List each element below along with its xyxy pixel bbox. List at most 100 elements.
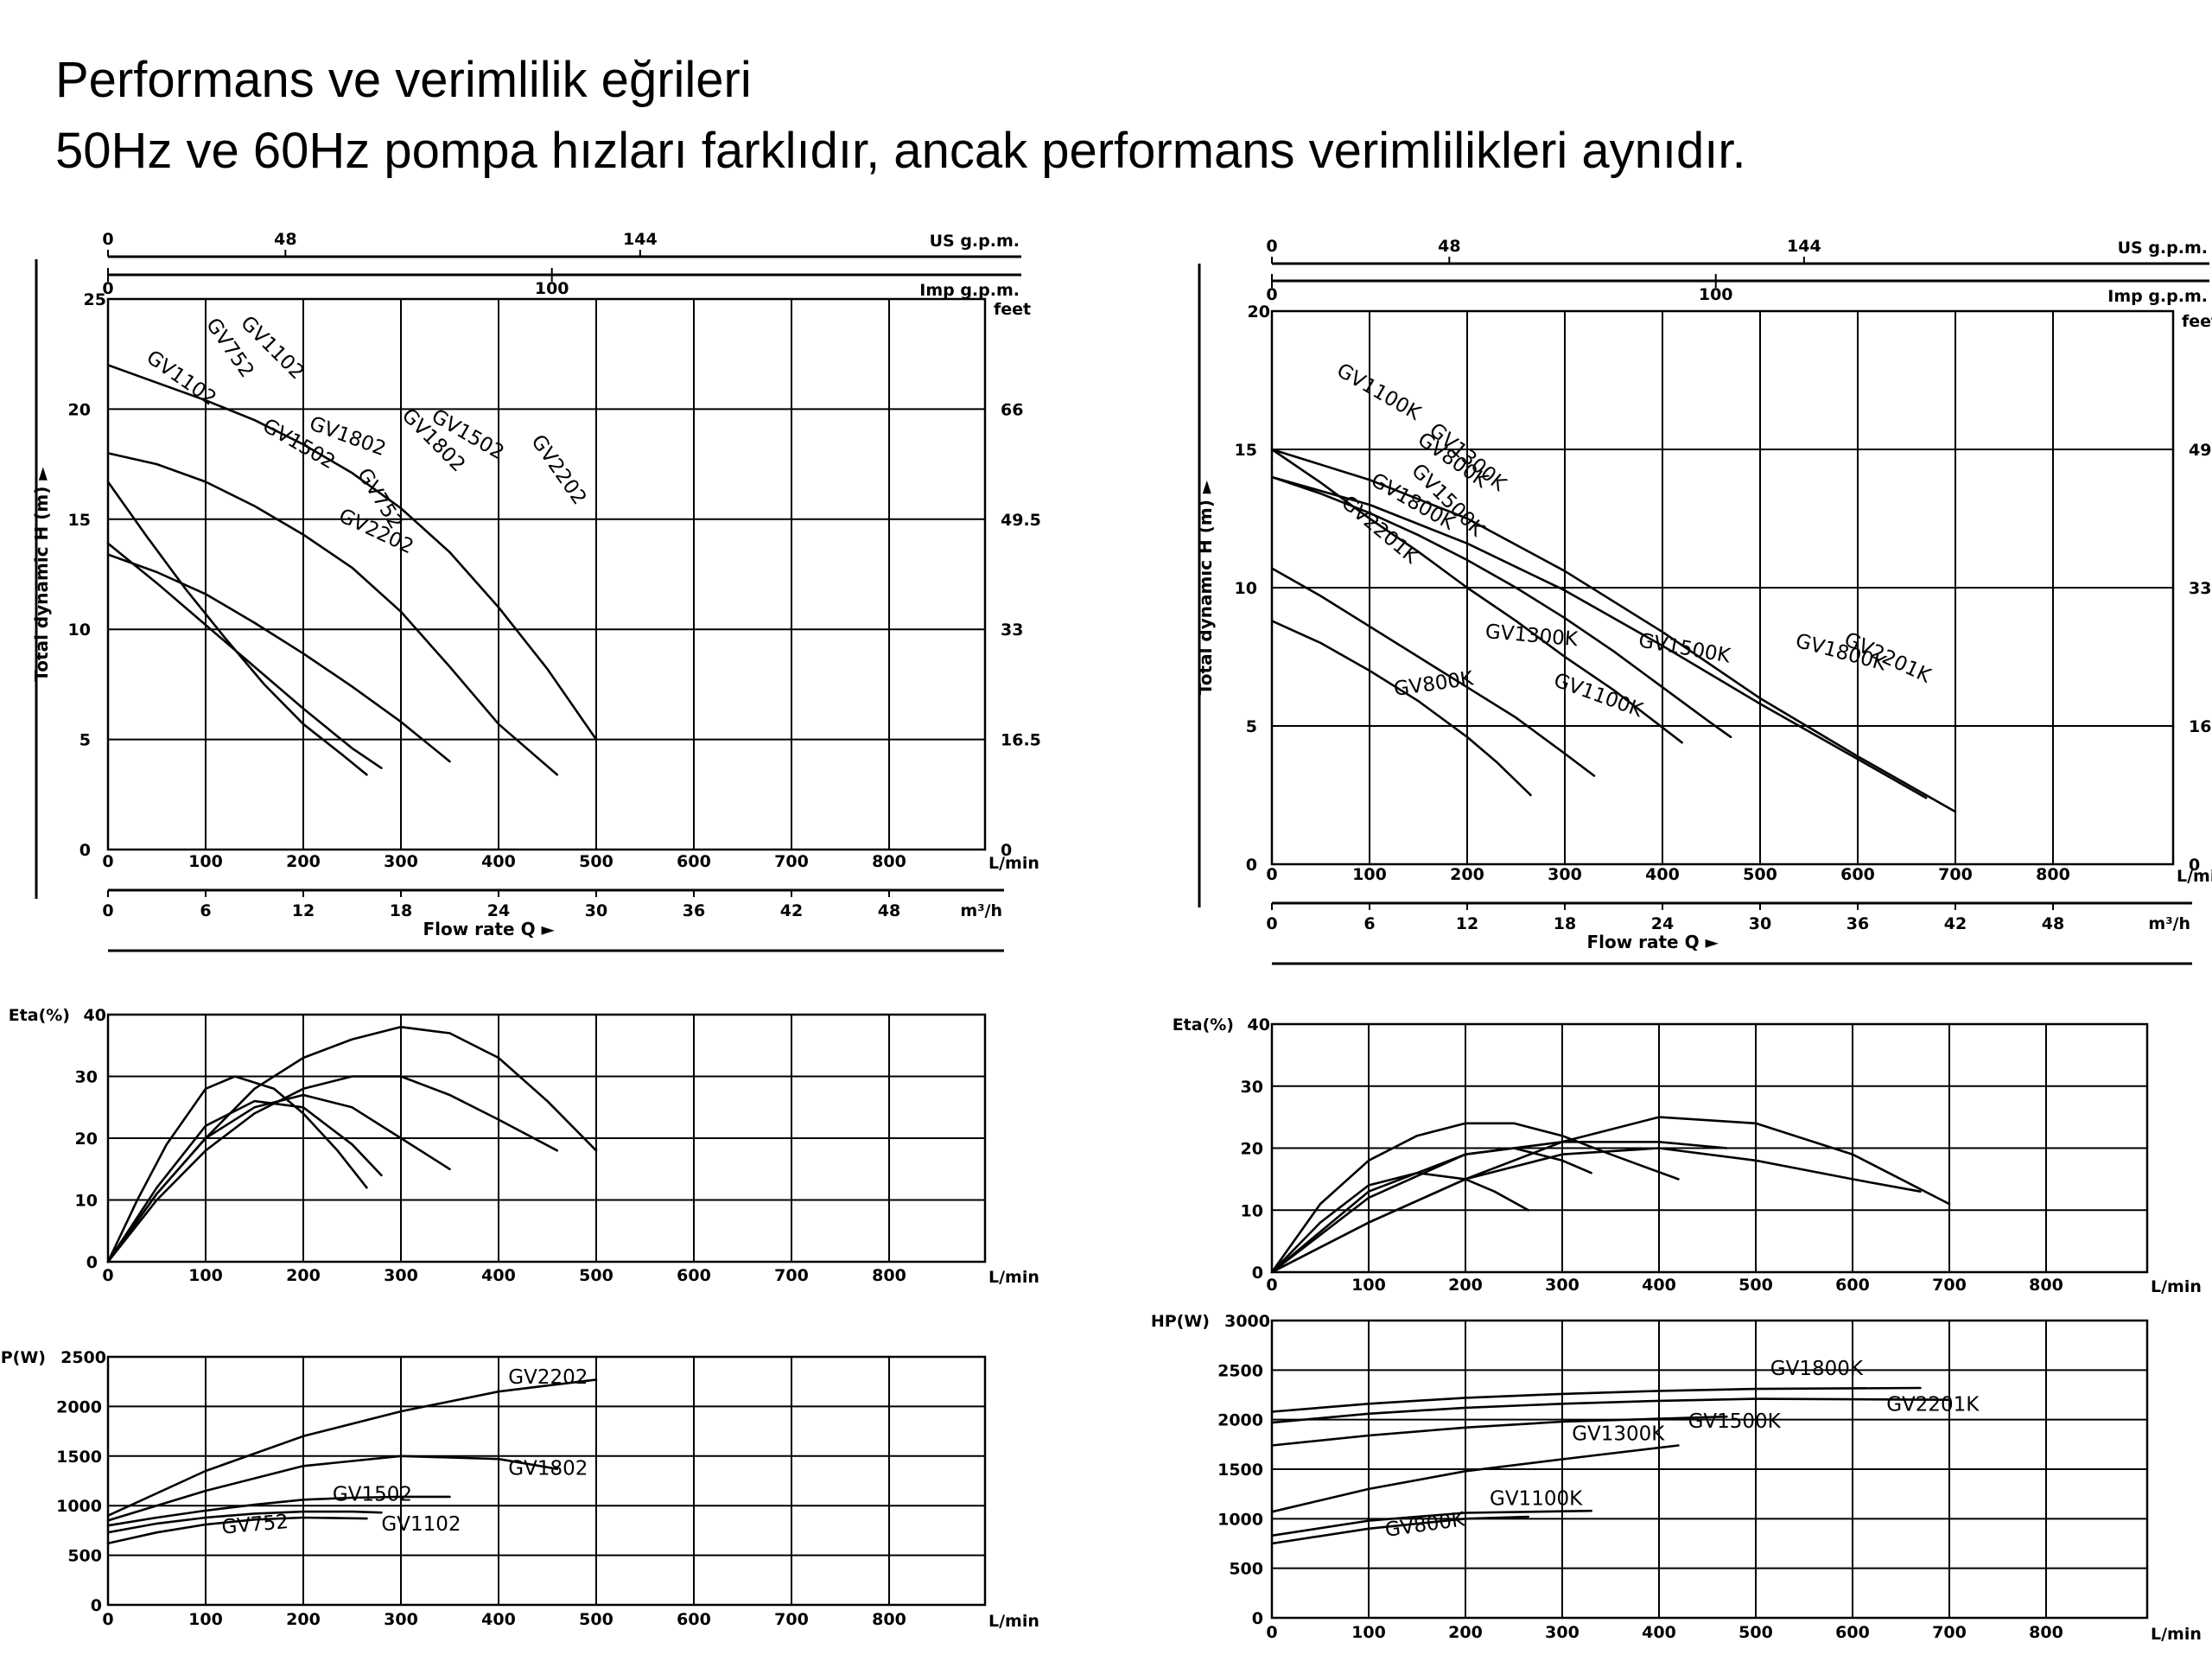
right-eta-series-GV800K [1270,1171,1530,1274]
left-power-y-tick: 2000 [56,1397,102,1416]
right-eta-x-tick: 300 [1545,1276,1580,1295]
left-head-top-axis-label: 0 [102,279,113,298]
left-head-y2-tick: 33 [1001,621,1023,640]
right-power-series-GV800K [1270,1515,1530,1545]
right-head-x-tick: 300 [1548,865,1582,884]
left-power-label-GV1102: GV1102 [381,1513,461,1536]
left-head-m3h-axis-label: 6 [200,901,211,920]
left-power-series-GV752 [106,1516,368,1545]
right-power-label-GV1500K: GV1500K [1688,1410,1782,1433]
left-eta-x-tick: 300 [384,1266,418,1285]
title-line-2: 50Hz ve 60Hz pompa hızları farklıdır, an… [55,123,1746,179]
left-head-x-tick: 600 [677,852,711,871]
left-power-x-tick: 700 [774,1610,809,1629]
left-head-y2-tick: 49.5 [1001,511,1041,530]
right-head-top-axis-label: 0 [1266,237,1277,256]
right-eta-y-tick: 30 [1241,1078,1263,1097]
left-head-y-tick: 25 [84,290,106,309]
left-head-y2-tick: 66 [1001,400,1023,419]
right-power-series-GV1800K [1270,1386,1922,1413]
left-head-y-axis-label: Total dynamic H (m) ► [31,467,52,682]
right-head-x-axis-label: Flow rate Q ► [1586,932,1719,952]
right-eta-x-tick: 500 [1738,1276,1773,1295]
left-eta-x-tick: 100 [188,1266,223,1285]
right-head-x-tick: 700 [1938,865,1973,884]
right-eta-x-tick: 100 [1351,1276,1386,1295]
left-head-y2-tick: 16.5 [1001,731,1041,750]
left-head-m3h-axis-label: 0 [102,901,113,920]
right-eta-x-tick: 200 [1448,1276,1483,1295]
right-power-x-tick: 600 [1835,1623,1870,1642]
left-head-y-tick: 10 [68,621,91,640]
left-power-label-GV1502: GV1502 [333,1483,412,1505]
right-power-y-tick: 1500 [1217,1461,1263,1480]
right-head-series-GV2201K [1270,448,1957,813]
left-head-m3h-axis-label: 18 [390,901,412,920]
left-power-x-tick: 0 [102,1610,113,1629]
right-head-x-tick: 600 [1840,865,1875,884]
left-head-chart: 0 100 200 300 400 500 600 700 800 L/min0510152025… [31,230,1041,952]
left-eta-series-GV1102 [106,1099,383,1264]
left-head-y-tick: 5 [79,731,91,750]
left-head-y-tick: 15 [68,511,91,530]
left-head-top-axis-unit: Imp g.p.m. [919,281,1020,300]
left-head-x-axis-label: Flow rate Q ► [423,919,555,939]
left-eta-series-GV1802 [106,1075,559,1264]
right-power-chart: 0 100 200 300 400 500 600 700 800 L/min 0 500 1000 15… [1151,1312,2202,1644]
right-power-y-tick: 3000 [1224,1312,1270,1331]
left-head-x-unit: L/min [988,854,1039,873]
left-eta-series-GV752 [106,1075,368,1264]
left-eta-x-tick: 800 [872,1266,906,1285]
left-head-x-tick: 0 [102,852,113,871]
left-eta-series-GV1502 [106,1093,451,1264]
right-head-top-axis-unit: US g.p.m. [2118,239,2208,258]
left-head-series-GV1802 [106,452,559,776]
left-eta-y-tick: 20 [75,1130,98,1149]
left-eta-y-tick: 10 [75,1192,98,1211]
right-power-x-tick: 800 [2029,1623,2063,1642]
right-power-y-tick: 2000 [1217,1411,1263,1430]
right-power-y-tick: 2500 [1217,1361,1263,1380]
right-eta-y-axis-label: Eta(%) [1173,1015,1234,1034]
right-head-y2-tick: 16.5 [2189,717,2212,736]
left-power-series-GV1802 [106,1454,559,1522]
left-head-y-tick: 20 [68,400,91,419]
left-eta-x-tick: 600 [677,1266,711,1285]
left-head-x-tick: 200 [286,852,321,871]
left-head-series-GV1502 [106,553,451,763]
left-eta-y-axis-label: Eta(%) [9,1006,70,1025]
right-head-y-tick: 15 [1235,441,1257,460]
left-head-m3h-axis-unit: m³/h [960,901,1002,920]
left-power-x-tick: 800 [872,1610,906,1629]
right-head-x-tick: 500 [1743,865,1777,884]
right-eta-x-tick: 700 [1932,1276,1967,1295]
right-power-series-GV1500K [1270,1415,1728,1447]
right-head-y2-unit: feet [2182,312,2212,331]
right-head-x-tick: 200 [1450,865,1484,884]
right-power-x-tick: 200 [1448,1623,1483,1642]
left-head-x-tick: 400 [481,852,516,871]
left-head-m3h-axis-label: 42 [780,901,803,920]
left-power-y-tick: 1000 [56,1497,102,1516]
left-power-y-tick: 2500 [60,1348,106,1367]
left-head-series-GV752 [106,481,368,776]
right-head-y2-tick: 0 [2189,856,2200,875]
left-head-m3h-axis-label: 48 [878,901,900,920]
right-eta-x-tick: 600 [1835,1276,1870,1295]
right-head-x-tick: 400 [1645,865,1680,884]
right-head-m3h-axis-label: 18 [1554,914,1576,933]
left-power-series-GV1102 [106,1510,383,1534]
left-eta-x-tick: 700 [774,1266,809,1285]
right-power-series-GV1100K [1270,1509,1592,1537]
right-eta-x-tick: 800 [2029,1276,2063,1295]
right-eta-label-GV800K: GV800K [1392,667,1475,701]
left-eta-series-GV2202 [106,1026,598,1264]
right-head-series-GV1100K [1270,567,1596,777]
left-power-series-GV1502 [106,1495,451,1527]
right-eta-series-GV2201K [1270,1116,1951,1274]
right-head-m3h-axis-label: 42 [1944,914,1967,933]
right-power-y-tick: 1000 [1217,1510,1263,1529]
left-power-y-tick: 1500 [56,1448,102,1467]
left-eta-x-tick: 200 [286,1266,321,1285]
